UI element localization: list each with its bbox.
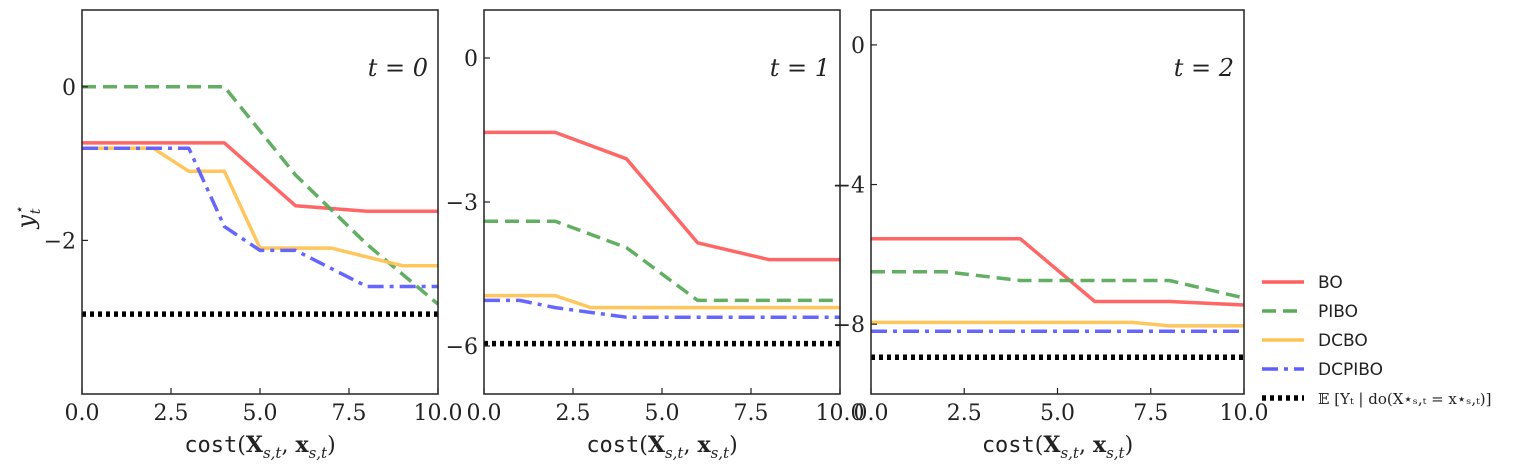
series-line-dcpibo-panel-1: [484, 298, 840, 319]
x-tick-label: 7.5: [332, 401, 367, 426]
x-tick-label: 5.0: [243, 401, 278, 426]
y-tick-label: −6: [446, 335, 478, 360]
y-tick-label: −3: [446, 191, 478, 216]
series-line-pibo-panel-0: [82, 85, 438, 306]
panel-2: 0.0 2.5 5.0 7.5 10.0 0 −4 −8 t = 2 cost(Xs,t, xs,…: [833, 9, 1269, 462]
x-tick-label: 5.0: [1040, 401, 1075, 426]
series-line-bo-panel-0: [82, 141, 438, 213]
x-tick-label: 7.5: [734, 401, 769, 426]
y-tick-label: 0: [851, 34, 865, 59]
x-tick-label: 10.0: [1220, 401, 1269, 426]
x-tick-label: 5.0: [645, 401, 680, 426]
series-line-bo-panel-1: [484, 130, 840, 262]
x-tick-label: 10.0: [414, 401, 463, 426]
x-tick-label: 7.5: [1133, 401, 1168, 426]
y-axis-label: y⋆t: [12, 206, 44, 230]
series-line-pibo-panel-1: [484, 219, 840, 303]
series-line-bo-panel-2: [871, 236, 1244, 307]
series-line-dcbo-panel-2: [871, 320, 1244, 328]
y-tick-label: −4: [833, 174, 865, 199]
legend-label: 𝔼 [Yₜ | do(X⋆ₛ,ₜ = x⋆ₛ,ₜ)]: [1318, 390, 1492, 408]
panel-0: 0.0 2.5 5.0 7.5 10.0 0 −2 t = 0 cost(Xs,t, xs,t)…: [12, 9, 463, 462]
panel-annotation: t = 1: [770, 54, 830, 82]
x-tick-label: 0.0: [467, 401, 502, 426]
legend-label: BO: [1318, 273, 1343, 293]
legend-label: DCPIBO: [1318, 360, 1383, 380]
x-tick-label: 2.5: [947, 401, 982, 426]
series-line-dcbo-panel-0: [82, 146, 438, 268]
y-tick-label: 0: [62, 76, 76, 101]
series-line-dcpibo-panel-0: [82, 146, 438, 289]
series-line-dcbo-panel-1: [484, 293, 840, 310]
x-tick-label: 0.0: [854, 401, 889, 426]
y-tick-label: −8: [833, 313, 865, 338]
x-tick-label: 10.0: [816, 401, 865, 426]
x-tick-label: 0.0: [65, 401, 100, 426]
legend-label: PIBO: [1318, 302, 1358, 322]
y-tick-label: 0: [464, 47, 478, 72]
x-tick-label: 2.5: [154, 401, 189, 426]
panel-1: 0.0 2.5 5.0 7.5 10.0 0 −3 −6 t = 1 cost(Xs,t, xs,…: [446, 9, 865, 462]
x-axis-label: cost(Xs,t, xs,t): [586, 432, 737, 462]
x-tick-label: 2.5: [556, 401, 591, 426]
y-tick-label: −2: [44, 229, 76, 254]
legend-label: DCBO: [1318, 331, 1368, 351]
panel-annotation: t = 0: [368, 54, 428, 82]
x-axis-label: cost(Xs,t, xs,t): [982, 432, 1133, 462]
panel-annotation: t = 2: [1174, 54, 1234, 82]
legend: BO PIBO DCBO DCPIBO 𝔼 [Yₜ | do(X⋆ₛ,ₜ = x⋆ₛ,ₜ…: [1262, 273, 1492, 408]
series-line-pibo-panel-2: [871, 270, 1244, 300]
x-axis-label: cost(Xs,t, xs,t): [184, 432, 335, 462]
